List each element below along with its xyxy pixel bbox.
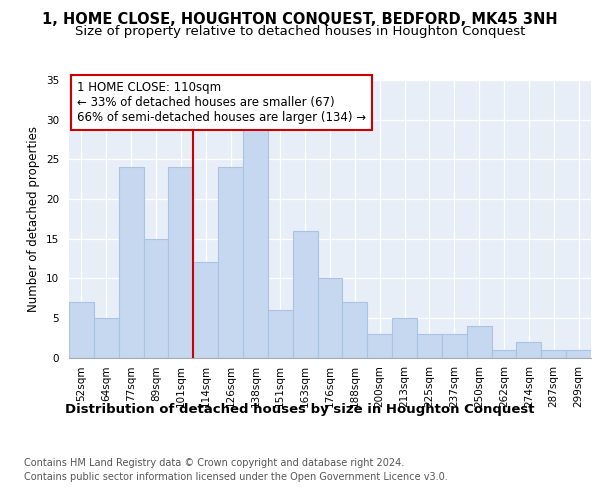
Bar (491, 350, 517, 358)
Bar (243, 128, 268, 358)
Bar (566, 350, 591, 358)
Bar (541, 350, 566, 358)
Bar (169, 167, 193, 358)
Bar (143, 238, 169, 358)
Bar (467, 326, 491, 358)
Bar (442, 334, 467, 357)
Bar (94, 318, 119, 358)
Bar (119, 167, 143, 358)
Bar (392, 318, 417, 358)
Bar (268, 310, 293, 358)
Bar (69, 302, 94, 358)
Bar (367, 334, 392, 357)
Text: Size of property relative to detached houses in Houghton Conquest: Size of property relative to detached ho… (75, 25, 525, 38)
Bar (343, 302, 367, 358)
Y-axis label: Number of detached properties: Number of detached properties (28, 126, 40, 312)
Bar (293, 230, 317, 358)
Text: Distribution of detached houses by size in Houghton Conquest: Distribution of detached houses by size … (65, 402, 535, 415)
Bar (417, 334, 442, 357)
Bar (317, 278, 343, 357)
Text: 1 HOME CLOSE: 110sqm
← 33% of detached houses are smaller (67)
66% of semi-detac: 1 HOME CLOSE: 110sqm ← 33% of detached h… (77, 82, 366, 124)
Text: Contains public sector information licensed under the Open Government Licence v3: Contains public sector information licen… (24, 472, 448, 482)
Text: 1, HOME CLOSE, HOUGHTON CONQUEST, BEDFORD, MK45 3NH: 1, HOME CLOSE, HOUGHTON CONQUEST, BEDFOR… (42, 12, 558, 28)
Bar (218, 167, 243, 358)
Bar (193, 262, 218, 358)
Text: Contains HM Land Registry data © Crown copyright and database right 2024.: Contains HM Land Registry data © Crown c… (24, 458, 404, 468)
Bar (517, 342, 541, 357)
